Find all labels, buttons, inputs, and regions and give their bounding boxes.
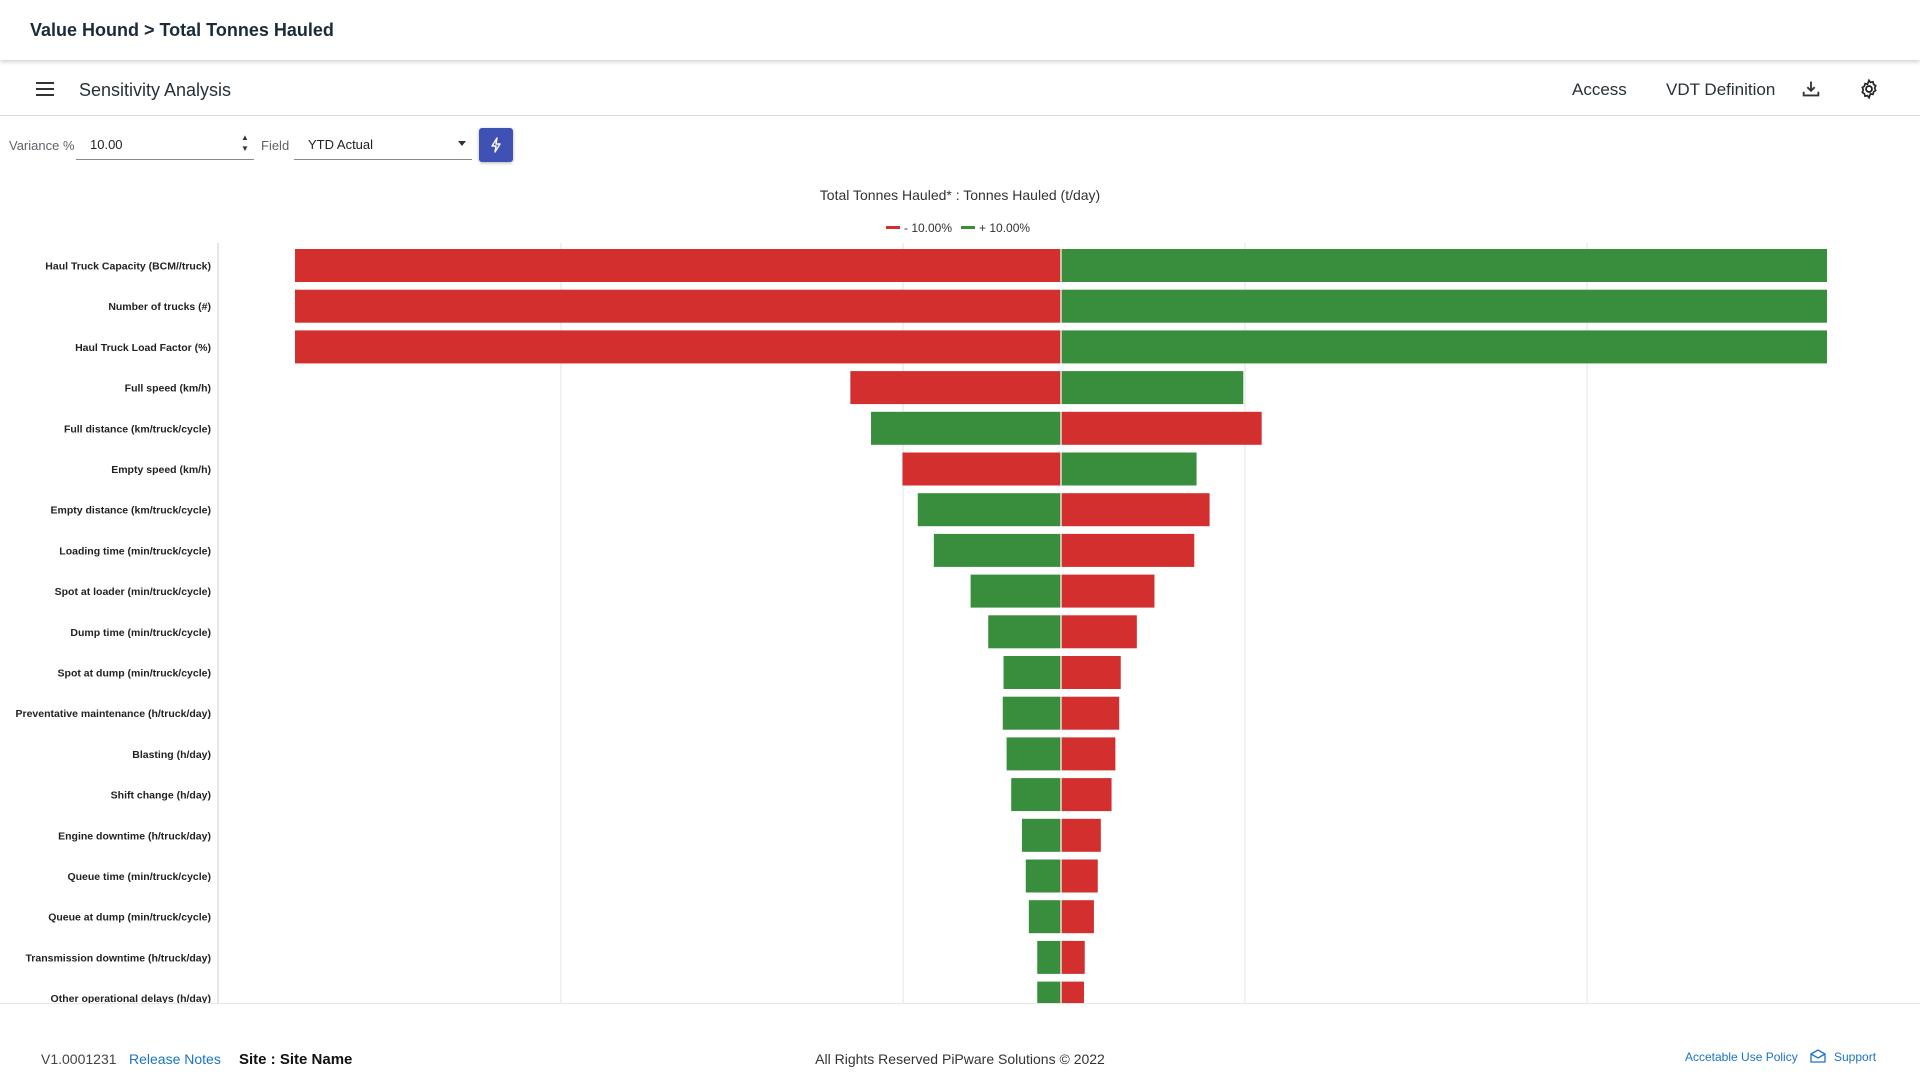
bar-minus-10[interactable]: [1061, 656, 1121, 689]
bar-plus-16[interactable]: [1028, 900, 1061, 934]
bar-minus-18[interactable]: [1061, 981, 1084, 1003]
category-label: Queue at dump (min/truck/cycle): [48, 912, 211, 924]
bar-plus-14[interactable]: [1021, 818, 1061, 852]
gear-icon[interactable]: [1858, 78, 1880, 100]
bar-minus-1[interactable]: [295, 289, 1061, 323]
bar-minus-8[interactable]: [1061, 574, 1155, 608]
variance-input[interactable]: 10.00 ▲ ▼: [76, 128, 254, 160]
bar-minus-9[interactable]: [1061, 615, 1137, 649]
category-label: Empty distance (km/truck/cycle): [51, 505, 211, 517]
vdt-definition-button[interactable]: VDT Definition: [1666, 80, 1776, 99]
page-title: Sensitivity Analysis: [79, 80, 232, 100]
category-label: Dump time (min/truck/cycle): [70, 627, 211, 639]
category-label: Transmission downtime (h/truck/day): [25, 952, 211, 964]
bar-plus-6[interactable]: [917, 493, 1061, 527]
legend-label: - 10.00%: [904, 221, 953, 235]
bar-plus-12[interactable]: [1006, 737, 1061, 771]
footer-divider: [0, 1003, 1920, 1004]
bar-plus-15[interactable]: [1025, 859, 1061, 893]
bar-plus-5[interactable]: [1061, 452, 1197, 486]
bar-plus-0[interactable]: [1061, 249, 1827, 282]
category-label: Loading time (min/truck/cycle): [59, 545, 211, 557]
bar-plus-8[interactable]: [970, 574, 1061, 608]
bar-plus-4[interactable]: [871, 411, 1061, 445]
bar-plus-7[interactable]: [933, 533, 1061, 567]
bar-minus-14[interactable]: [1061, 818, 1101, 852]
tornado-chart: Haul Truck Capacity (BCM//truck) Number o…: [16, 243, 1827, 1003]
bar-plus-9[interactable]: [988, 615, 1061, 649]
bar-plus-18[interactable]: [1037, 981, 1061, 1003]
bar-plus-11[interactable]: [1002, 696, 1061, 730]
legend-swatch: [886, 226, 900, 230]
bar-minus-13[interactable]: [1061, 778, 1112, 812]
category-label: Other operational delays (h/day): [51, 993, 211, 1003]
lightning-bolt-icon: [491, 137, 501, 153]
category-label: Empty speed (km/h): [111, 464, 211, 476]
bar-minus-16[interactable]: [1061, 900, 1094, 934]
access-button[interactable]: Access: [1572, 80, 1627, 99]
hamburger-menu-icon[interactable]: [36, 82, 54, 96]
bar-plus-17[interactable]: [1037, 940, 1061, 974]
app-version: V1.0001231: [41, 1051, 117, 1067]
acceptable-use-policy-link[interactable]: Accetable Use Policy: [1685, 1050, 1798, 1064]
sensitivity-controls: Variance % 10.00 ▲ ▼ Field YTD Actual: [0, 126, 600, 166]
bar-minus-6[interactable]: [1061, 493, 1210, 527]
breadcrumb: Value Hound > Total Tonnes Hauled: [30, 20, 334, 40]
bar-minus-5[interactable]: [902, 452, 1061, 486]
download-icon[interactable]: [1800, 78, 1822, 100]
bar-plus-2[interactable]: [1061, 330, 1827, 364]
app-header: Value Hound > Total Tonnes Hauled: [0, 0, 1920, 60]
category-label: Full speed (km/h): [125, 383, 211, 395]
category-label: Spot at loader (min/truck/cycle): [55, 586, 211, 598]
category-label: Preventative maintenance (h/truck/day): [16, 708, 212, 720]
category-label: Spot at dump (min/truck/cycle): [58, 668, 211, 680]
bar-minus-12[interactable]: [1061, 737, 1116, 771]
bar-minus-7[interactable]: [1061, 533, 1195, 567]
bar-plus-13[interactable]: [1011, 778, 1061, 812]
bar-minus-2[interactable]: [295, 330, 1061, 364]
category-label: Number of trucks (#): [108, 301, 211, 313]
bar-plus-1[interactable]: [1061, 289, 1827, 323]
bar-minus-4[interactable]: [1061, 411, 1262, 445]
legend-item-minus[interactable]: - 10.00%: [886, 221, 952, 235]
category-label: Engine downtime (h/truck/day): [58, 830, 211, 842]
chart-title: Total Tonnes Hauled* : Tonnes Hauled (t/…: [819, 187, 1101, 203]
chevron-down-icon: [458, 141, 466, 146]
field-select-value: YTD Actual: [308, 137, 374, 152]
field-label: Field: [261, 138, 290, 153]
mail-icon[interactable]: [1810, 1049, 1826, 1063]
bar-plus-3[interactable]: [1061, 371, 1244, 405]
category-label: Blasting (h/day): [132, 749, 211, 761]
variance-label: Variance %: [9, 138, 75, 153]
bar-minus-15[interactable]: [1061, 859, 1098, 893]
toolbar: [0, 62, 1920, 116]
legend-label: + 10.00%: [979, 221, 1031, 235]
bar-plus-10[interactable]: [1003, 656, 1061, 689]
field-select[interactable]: YTD Actual: [294, 128, 472, 160]
category-label: Queue time (min/truck/cycle): [67, 871, 211, 883]
legend-item-plus[interactable]: + 10.00%: [961, 221, 1030, 235]
bar-minus-3[interactable]: [850, 371, 1061, 405]
variance-value: 10.00: [90, 137, 123, 152]
site-name: Site : Site Name: [239, 1051, 353, 1068]
support-link[interactable]: Support: [1834, 1050, 1877, 1064]
footer: V1.0001231 Release Notes Site : Site Nam…: [0, 1004, 1920, 1080]
legend-swatch: [961, 226, 975, 230]
release-notes-link[interactable]: Release Notes: [129, 1051, 221, 1067]
category-label: Shift change (h/day): [111, 790, 211, 802]
bar-minus-0[interactable]: [295, 249, 1061, 282]
variance-stepper[interactable]: ▲ ▼: [241, 133, 249, 153]
run-analysis-button[interactable]: [479, 128, 513, 162]
bar-minus-17[interactable]: [1061, 940, 1085, 974]
bar-minus-11[interactable]: [1061, 696, 1120, 730]
category-label: Full distance (km/truck/cycle): [64, 423, 211, 435]
category-label: Haul Truck Load Factor (%): [75, 342, 211, 354]
category-label: Haul Truck Capacity (BCM//truck): [45, 261, 211, 273]
